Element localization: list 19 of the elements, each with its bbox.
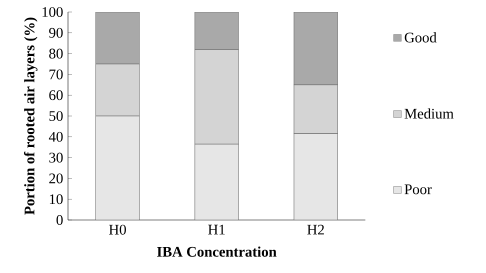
x-tick-label: H1 bbox=[208, 224, 225, 234]
y-tick-label: 100 bbox=[42, 7, 63, 17]
y-tick-label: 20 bbox=[49, 173, 63, 184]
y-tick-label: 10 bbox=[50, 194, 63, 204]
x-axis-title: IBA Concentration bbox=[157, 246, 277, 257]
legend-label: Good bbox=[404, 32, 437, 42]
y-tick-label: 50 bbox=[49, 111, 63, 121]
y-tick-label: 90 bbox=[49, 28, 63, 38]
legend-label: Medium bbox=[404, 108, 454, 119]
y-tick-label: 70 bbox=[50, 69, 63, 80]
y-tick-label: 60 bbox=[49, 90, 63, 100]
x-tick-label: H2 bbox=[307, 224, 324, 234]
y-tick-label: 40 bbox=[48, 132, 63, 142]
y-tick-label: 80 bbox=[49, 48, 63, 59]
y-axis-title: Portion of rooted air layers (%) bbox=[24, 18, 38, 215]
x-tick-label: H0 bbox=[109, 224, 126, 235]
legend-label: Poor bbox=[404, 184, 432, 194]
y-tick-label: 30 bbox=[49, 152, 63, 163]
y-tick-label: 0 bbox=[56, 215, 63, 225]
